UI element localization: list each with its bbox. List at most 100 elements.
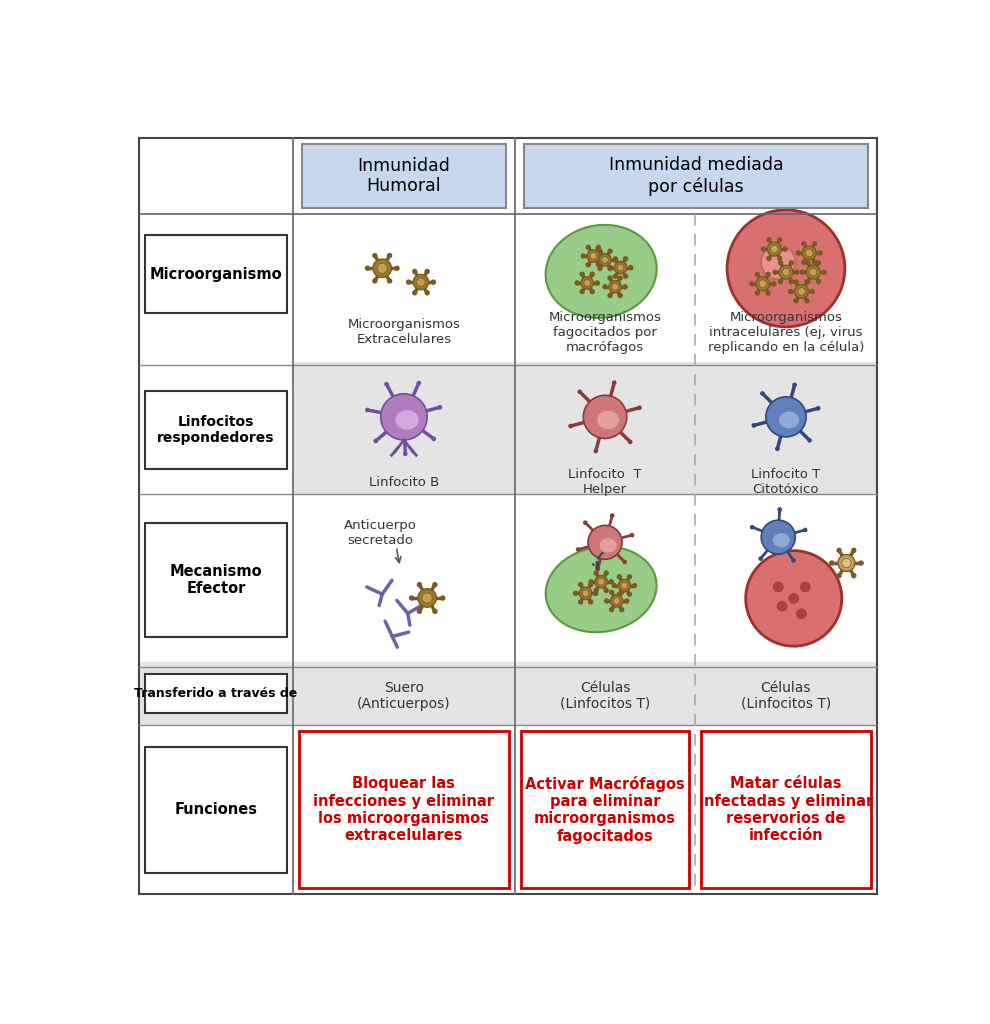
Circle shape: [417, 608, 422, 614]
Circle shape: [593, 570, 599, 575]
Circle shape: [792, 383, 797, 387]
Circle shape: [794, 269, 800, 274]
Circle shape: [613, 256, 618, 261]
Circle shape: [588, 599, 593, 604]
Circle shape: [804, 298, 810, 303]
Circle shape: [609, 607, 615, 612]
Circle shape: [779, 265, 793, 280]
Circle shape: [373, 438, 378, 443]
Circle shape: [804, 280, 810, 285]
Bar: [140, 662, 877, 725]
Circle shape: [588, 525, 622, 559]
Circle shape: [807, 438, 812, 442]
Text: Células
(Linfocitos T): Células (Linfocitos T): [741, 681, 832, 711]
Circle shape: [372, 279, 377, 284]
Circle shape: [765, 271, 771, 278]
Circle shape: [372, 253, 377, 258]
Circle shape: [789, 279, 794, 285]
Circle shape: [751, 423, 756, 428]
Circle shape: [770, 246, 778, 253]
Circle shape: [788, 593, 799, 604]
Circle shape: [619, 607, 625, 612]
Text: Linfocitos
respondedores: Linfocitos respondedores: [157, 415, 275, 444]
Circle shape: [759, 280, 766, 288]
Circle shape: [425, 268, 430, 274]
Text: Microorganismo: Microorganismo: [149, 266, 282, 282]
Circle shape: [597, 266, 603, 271]
Circle shape: [773, 582, 784, 592]
Circle shape: [760, 391, 764, 395]
Circle shape: [609, 590, 615, 595]
Circle shape: [778, 260, 783, 265]
Circle shape: [598, 579, 605, 585]
Circle shape: [586, 262, 591, 267]
Circle shape: [602, 256, 609, 263]
Circle shape: [822, 269, 827, 274]
Circle shape: [632, 583, 638, 588]
Circle shape: [829, 560, 835, 565]
Circle shape: [812, 241, 818, 247]
Circle shape: [579, 587, 592, 599]
Text: Inmunidad
Humoral: Inmunidad Humoral: [357, 157, 450, 196]
Text: Linfocito T
Citotóxico: Linfocito T Citotóxico: [751, 468, 821, 497]
Circle shape: [615, 261, 627, 273]
Bar: [146, 236, 286, 313]
Circle shape: [816, 260, 822, 265]
Circle shape: [438, 404, 443, 410]
Circle shape: [596, 245, 601, 250]
Text: Linfocito  T
Helper: Linfocito T Helper: [568, 468, 642, 497]
Circle shape: [618, 275, 623, 281]
Circle shape: [754, 271, 760, 278]
Circle shape: [805, 260, 811, 265]
Text: Matar células
infectadas y eliminar
reservorios de
infección: Matar células infectadas y eliminar rese…: [699, 776, 873, 844]
Circle shape: [618, 293, 623, 298]
Circle shape: [755, 276, 769, 291]
Circle shape: [803, 527, 808, 532]
FancyBboxPatch shape: [302, 144, 506, 208]
Circle shape: [778, 279, 783, 285]
Circle shape: [604, 570, 609, 575]
Circle shape: [806, 249, 813, 257]
Circle shape: [613, 598, 620, 604]
Circle shape: [593, 449, 598, 454]
Circle shape: [760, 247, 766, 252]
Circle shape: [623, 256, 629, 261]
Circle shape: [440, 595, 446, 601]
Text: Microorganismos
fagocitados por
macrófagos: Microorganismos fagocitados por macrófag…: [548, 310, 661, 353]
Circle shape: [574, 281, 580, 286]
Circle shape: [607, 293, 613, 298]
Circle shape: [595, 281, 600, 286]
Circle shape: [782, 247, 788, 252]
Circle shape: [433, 582, 438, 588]
Circle shape: [766, 256, 771, 261]
Circle shape: [858, 560, 864, 565]
Circle shape: [597, 249, 603, 254]
Circle shape: [588, 582, 593, 588]
Circle shape: [809, 268, 817, 276]
Bar: [146, 746, 286, 872]
Circle shape: [412, 268, 418, 274]
Text: Células
(Linfocitos T): Células (Linfocitos T): [560, 681, 650, 711]
Circle shape: [800, 269, 805, 274]
Text: Bloquear las
infecciones y eliminar
los microorganismos
extracelulares: Bloquear las infecciones y eliminar los …: [314, 776, 494, 844]
Ellipse shape: [600, 539, 617, 553]
Circle shape: [381, 394, 427, 440]
Circle shape: [810, 289, 815, 294]
Circle shape: [579, 289, 585, 294]
Circle shape: [373, 259, 391, 278]
Circle shape: [384, 382, 389, 386]
Circle shape: [387, 279, 392, 284]
Circle shape: [589, 289, 595, 294]
Circle shape: [417, 582, 422, 588]
Circle shape: [365, 408, 369, 413]
Circle shape: [377, 263, 387, 273]
Ellipse shape: [395, 411, 419, 430]
Circle shape: [806, 265, 820, 280]
Circle shape: [795, 285, 809, 298]
Circle shape: [842, 558, 851, 567]
Circle shape: [612, 583, 617, 588]
Circle shape: [837, 573, 842, 579]
Circle shape: [609, 579, 614, 585]
Circle shape: [394, 265, 400, 271]
Circle shape: [607, 266, 613, 271]
